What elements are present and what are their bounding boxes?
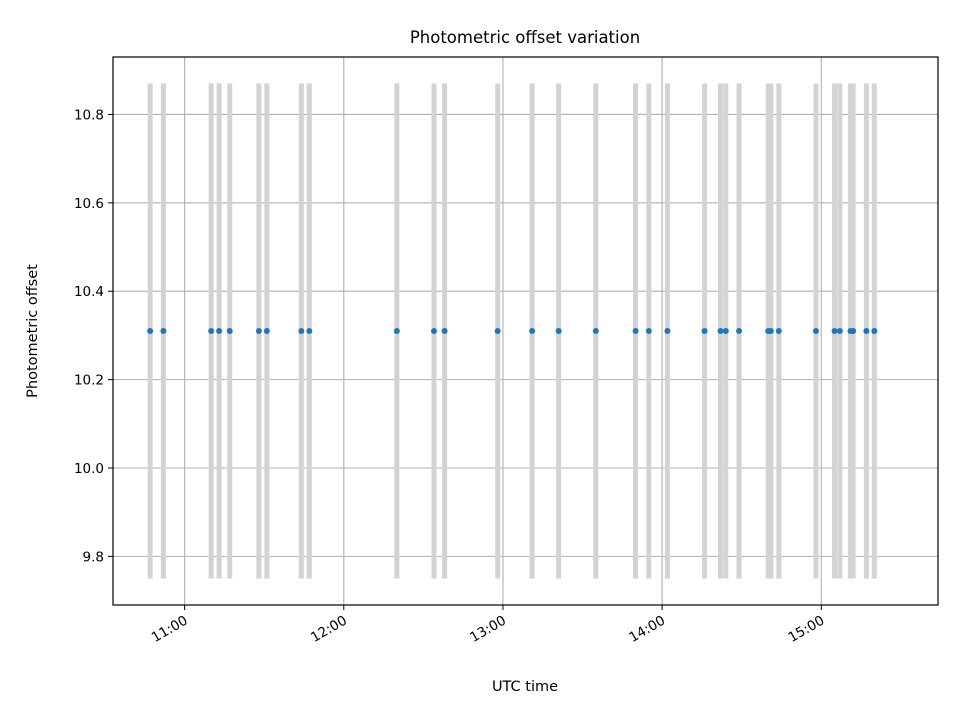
y-tick-label: 10.2 [74, 373, 104, 389]
grid-lines [113, 57, 938, 605]
plot-frame [112, 56, 939, 606]
data-point [836, 328, 843, 334]
data-point [664, 328, 671, 334]
y-axis-ticks: 9.8 10.0 10.2 10.4 10.6 10.8 [74, 107, 113, 565]
data-point [645, 328, 652, 334]
data-point [298, 328, 305, 334]
data-point [555, 328, 562, 334]
data-point [160, 328, 167, 334]
data-point [441, 328, 448, 334]
data-point [812, 328, 819, 334]
data-point [592, 328, 599, 334]
data-point [863, 328, 870, 334]
data-point [393, 328, 400, 334]
chart-title: Photometric offset variation [410, 28, 640, 47]
data-point [722, 328, 729, 334]
data-point [736, 328, 743, 334]
data-point [430, 328, 437, 334]
y-tick-label: 10.0 [74, 461, 104, 477]
y-axis-label: Photometric offset [25, 264, 41, 398]
data-point [871, 328, 878, 334]
data-point [494, 328, 501, 334]
data-point [632, 328, 639, 334]
data-point [216, 328, 223, 334]
data-point [226, 328, 233, 334]
data-point [767, 328, 774, 334]
data-point [529, 328, 536, 334]
data-point [831, 328, 838, 334]
y-tick-label: 10.6 [74, 196, 104, 212]
data-point [701, 328, 708, 334]
y-tick-label: 10.8 [74, 107, 104, 123]
data-point [775, 328, 782, 334]
data-point [255, 328, 262, 334]
data-point [208, 328, 215, 334]
data-points [147, 328, 878, 334]
data-point [147, 328, 154, 334]
data-point [717, 328, 724, 334]
data-point [306, 328, 313, 334]
x-axis-label: UTC time [492, 679, 558, 695]
data-point [850, 328, 857, 334]
y-tick-label: 9.8 [83, 549, 104, 565]
y-tick-label: 10.4 [74, 284, 104, 300]
data-point [263, 328, 270, 334]
